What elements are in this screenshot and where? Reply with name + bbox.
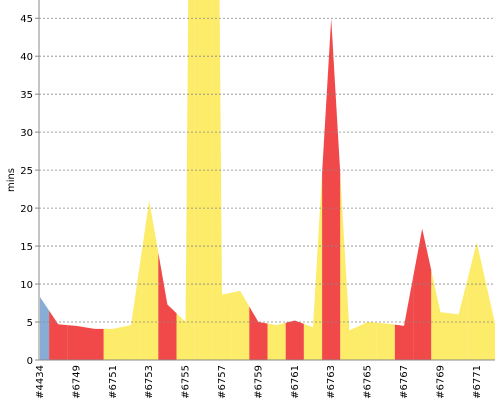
area-segment [467, 242, 486, 360]
y-tick-label: 40 [20, 52, 33, 63]
area-segment [103, 326, 122, 360]
area-segment [394, 277, 414, 360]
area-segment [285, 320, 304, 360]
x-tick-label: #6749 [71, 365, 82, 399]
x-tick-label: #6757 [217, 365, 228, 399]
y-tick-label: 30 [20, 128, 33, 139]
area-segment [67, 325, 86, 360]
area-segment [431, 270, 450, 360]
x-tick-label: #6759 [253, 365, 264, 399]
area-segment [40, 296, 50, 360]
area-segment [85, 327, 104, 360]
y-axis-label: mins [6, 168, 17, 192]
y-tick-label: 35 [20, 90, 33, 101]
x-tick-label: #6767 [399, 365, 410, 399]
x-tick-label: #6753 [144, 365, 155, 399]
area-segment [485, 282, 495, 360]
area-segment [376, 322, 395, 360]
area-segment [49, 310, 68, 360]
area-segment [303, 172, 323, 360]
area-segment [267, 322, 286, 360]
x-tick-label: #4434 [35, 365, 46, 399]
y-tick-label: 5 [27, 318, 33, 329]
x-tick-label: #6763 [326, 365, 337, 399]
y-tick-label: 45 [20, 14, 33, 25]
area-segment [140, 200, 159, 360]
y-tick-label: 15 [20, 242, 33, 253]
area-segment [449, 278, 468, 360]
area-segment [413, 228, 432, 360]
y-tick-label: 10 [20, 280, 33, 291]
area-segment [194, 0, 213, 360]
x-tick-label: #6761 [290, 365, 301, 399]
x-tick-label: #6751 [108, 365, 119, 399]
area-segment [121, 262, 141, 360]
x-tick-label: #6769 [435, 365, 446, 399]
area-segment [231, 290, 250, 360]
y-tick-label: 20 [20, 204, 33, 215]
grid [35, 17, 495, 361]
area-segment [322, 18, 341, 360]
x-tick-label: #6771 [472, 365, 483, 399]
area-segment [158, 252, 177, 360]
y-tick-label: 25 [20, 166, 33, 177]
y-tick-label: 0 [27, 356, 33, 367]
x-tick-label: #6765 [363, 365, 374, 399]
area-segment [212, 0, 232, 360]
x-tick-label: #6755 [181, 365, 192, 399]
area-segment [176, 0, 195, 360]
plot-area [40, 0, 495, 360]
area-segment [340, 174, 359, 360]
area-segment [249, 306, 268, 360]
area-segment [358, 322, 377, 360]
